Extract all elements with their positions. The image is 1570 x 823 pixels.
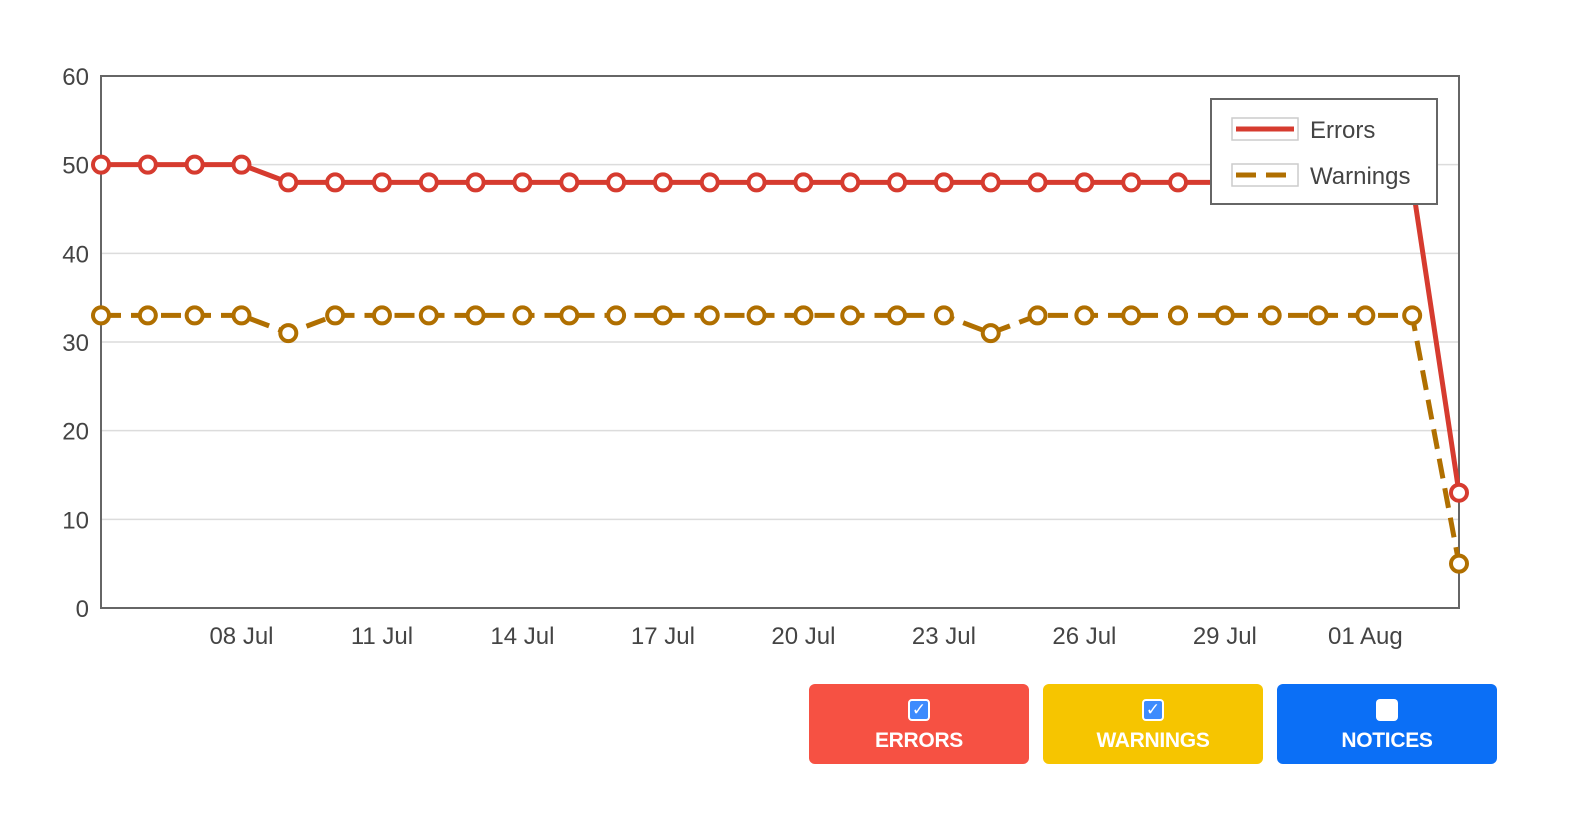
data-point[interactable] — [1074, 172, 1095, 193]
data-point[interactable] — [184, 305, 205, 326]
data-point[interactable] — [231, 154, 252, 175]
data-point[interactable] — [652, 172, 673, 193]
data-point[interactable] — [1214, 305, 1235, 326]
data-point[interactable] — [793, 305, 814, 326]
data-point[interactable] — [652, 305, 673, 326]
x-tick-label: 29 Jul — [1193, 623, 1257, 650]
series-warnings — [91, 305, 1469, 574]
x-tick-label: 11 Jul — [351, 623, 413, 650]
y-tick-label: 10 — [62, 507, 89, 534]
data-point[interactable] — [1449, 553, 1469, 574]
legend-swatch-frame — [1231, 163, 1299, 187]
data-point[interactable] — [1168, 305, 1189, 326]
legend-label-warnings: Warnings — [1310, 163, 1410, 190]
data-point[interactable] — [559, 305, 580, 326]
series-toggle-group: ✓ ERRORS ✓ WARNINGS NOTICES — [809, 684, 1497, 764]
line-chart: 0 10 20 30 40 50 60 08 Jul 11 Jul 14 Jul 17 Jul 20… — [62, 64, 1469, 650]
y-tick-label: 40 — [62, 241, 89, 268]
data-point[interactable] — [1074, 305, 1095, 326]
data-point[interactable] — [1402, 305, 1423, 326]
data-point[interactable] — [91, 154, 111, 175]
legend[interactable]: Errors Warnings — [1210, 98, 1438, 205]
data-point[interactable] — [1121, 305, 1142, 326]
data-point[interactable] — [606, 172, 627, 193]
data-point[interactable] — [793, 172, 814, 193]
data-point[interactable] — [746, 172, 767, 193]
y-tick-label: 20 — [62, 419, 89, 446]
series — [91, 154, 1469, 574]
data-point[interactable] — [1121, 172, 1142, 193]
data-point[interactable] — [980, 172, 1001, 193]
data-point[interactable] — [980, 323, 1001, 344]
data-point[interactable] — [746, 305, 767, 326]
warnings-toggle-label: WARNINGS — [1096, 728, 1210, 752]
y-axis: 0 10 20 30 40 50 60 — [62, 64, 89, 623]
series-line — [101, 162, 1462, 494]
data-point[interactable] — [371, 305, 392, 326]
y-tick-label: 60 — [62, 64, 89, 91]
data-point[interactable] — [231, 305, 252, 326]
data-point[interactable] — [512, 305, 533, 326]
data-point[interactable] — [1027, 172, 1048, 193]
legend-box — [1210, 98, 1438, 205]
x-tick-label: 23 Jul — [912, 623, 976, 650]
notices-toggle-label: NOTICES — [1341, 728, 1433, 752]
data-point[interactable] — [840, 305, 861, 326]
errors-toggle-label: ERRORS — [874, 728, 964, 752]
data-point[interactable] — [606, 305, 627, 326]
x-tick-label: 17 Jul — [631, 623, 695, 650]
gridlines — [101, 163, 1459, 521]
data-point[interactable] — [840, 172, 861, 193]
data-point[interactable] — [91, 305, 111, 326]
data-point[interactable] — [325, 305, 346, 326]
data-point[interactable] — [1355, 305, 1376, 326]
data-point[interactable] — [699, 172, 720, 193]
notices-toggle-button[interactable]: NOTICES — [1277, 684, 1497, 764]
data-point[interactable] — [418, 305, 439, 326]
y-tick-label: 50 — [62, 153, 89, 180]
errors-toggle-button[interactable]: ✓ ERRORS — [809, 684, 1029, 764]
data-point[interactable] — [887, 172, 908, 193]
data-point[interactable] — [325, 172, 346, 193]
x-tick-label: 08 Jul — [209, 623, 273, 650]
data-point[interactable] — [1027, 305, 1048, 326]
x-axis: 08 Jul 11 Jul 14 Jul 17 Jul 20 Jul 23 Jul 26 J… — [209, 623, 1402, 650]
y-tick-label: 0 — [76, 596, 89, 623]
data-point[interactable] — [278, 172, 299, 193]
data-point[interactable] — [699, 305, 720, 326]
plot-frame — [100, 75, 1460, 609]
data-point[interactable] — [371, 172, 392, 193]
data-point[interactable] — [1261, 305, 1282, 326]
checkbox-checked-icon[interactable]: ✓ — [908, 698, 930, 721]
legend-label-errors: Errors — [1310, 117, 1375, 144]
data-point[interactable] — [137, 154, 158, 175]
series-errors — [91, 154, 1469, 503]
data-point[interactable] — [887, 305, 908, 326]
data-point[interactable] — [465, 172, 486, 193]
x-tick-label: 01 Aug — [1328, 623, 1403, 650]
x-tick-label: 20 Jul — [771, 623, 835, 650]
x-tick-label: 26 Jul — [1052, 623, 1116, 650]
data-point[interactable] — [1449, 482, 1469, 503]
data-point[interactable] — [512, 172, 533, 193]
data-point[interactable] — [559, 172, 580, 193]
data-point[interactable] — [933, 172, 954, 193]
data-point[interactable] — [137, 305, 158, 326]
x-tick-label: 14 Jul — [490, 623, 554, 650]
checkbox-empty-icon[interactable] — [1376, 698, 1398, 721]
series-line — [101, 312, 1462, 565]
data-point[interactable] — [184, 154, 205, 175]
data-point[interactable] — [465, 305, 486, 326]
data-point[interactable] — [1168, 172, 1189, 193]
checkbox-checked-icon[interactable]: ✓ — [1142, 698, 1164, 721]
data-point[interactable] — [418, 172, 439, 193]
data-point[interactable] — [278, 323, 299, 344]
data-point[interactable] — [933, 305, 954, 326]
data-point[interactable] — [1308, 305, 1329, 326]
warnings-toggle-button[interactable]: ✓ WARNINGS — [1043, 684, 1263, 764]
y-tick-label: 30 — [62, 330, 89, 357]
